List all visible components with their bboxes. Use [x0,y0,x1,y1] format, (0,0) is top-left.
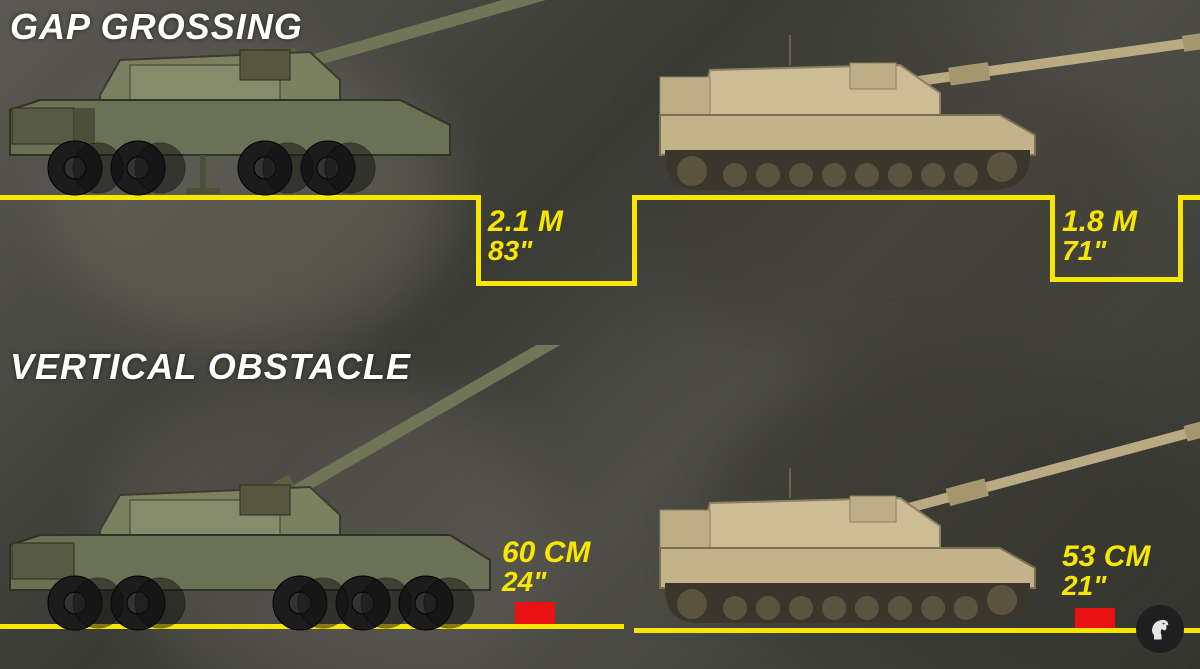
gap-wall [1178,195,1183,282]
imperial-value: 83" [488,237,563,265]
imperial-value: 71" [1062,237,1137,265]
gap-floor [1050,277,1178,282]
obstacle-height-left: 60 CM 24" [502,538,590,596]
wheeled-sp-howitzer [0,0,620,200]
imperial-value: 24" [502,568,590,596]
gap-wall [476,195,481,281]
imperial-value: 21" [1062,572,1150,600]
comparison-infographic: GAP GROSSING VERTICAL OBSTACLE [0,0,1200,669]
obstacle-height-right: 53 CM 21" [1062,542,1150,600]
gap-floor [476,281,632,286]
gap-width-left: 2.1 M 83" [488,207,563,265]
gap-wall [1050,195,1055,277]
knight-icon [1145,614,1175,644]
metric-value: 53 CM [1062,542,1150,572]
metric-value: 2.1 M [488,207,563,237]
metric-value: 1.8 M [1062,207,1137,237]
tracked-sp-howitzer [640,418,1200,638]
channel-logo [1136,605,1184,653]
gap-width-right: 1.8 M 71" [1062,207,1137,265]
metric-value: 60 CM [502,538,590,568]
gap-wall [632,195,637,286]
tracked-sp-howitzer [640,15,1200,205]
